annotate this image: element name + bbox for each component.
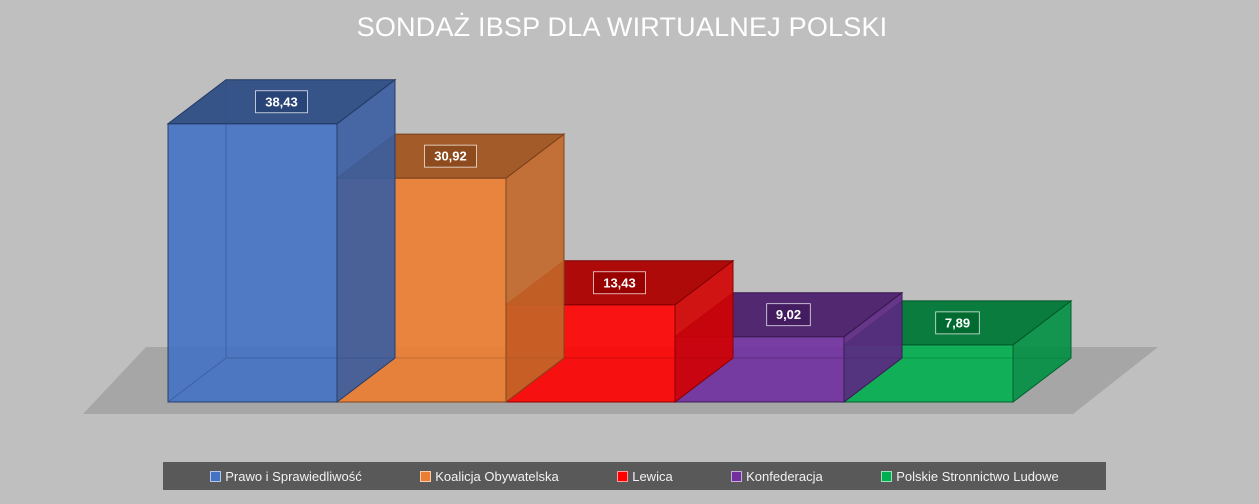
data-label-1: 38,43 (255, 90, 308, 114)
bar-floor-edge-1 (167, 357, 227, 403)
legend-label-5: Polskie Stronnictwo Ludowe (896, 468, 1059, 484)
data-label-text-1: 38,43 (265, 94, 298, 109)
legend-swatch-2 (420, 470, 432, 482)
legend-label-3: Lewica (632, 468, 673, 484)
legend-item-4: Konfederacja (731, 469, 823, 484)
data-label-box-4 (766, 303, 811, 327)
data-label-box-5 (935, 311, 980, 335)
legend-item-3: Lewica (617, 468, 673, 484)
legend-swatch-4 (731, 470, 743, 482)
data-label-5: 7,89 (935, 311, 980, 335)
chart-title: SONDAŻ IBSP DLA WIRTUALNEJ POLSKI (356, 12, 888, 42)
data-label-text-3: 13,43 (603, 275, 636, 290)
legend-item-2: Koalicja Obywatelska (420, 469, 559, 484)
legend-label-2: Koalicja Obywatelska (435, 468, 559, 484)
data-label-box-1 (255, 90, 308, 114)
data-label-2: 30,92 (424, 144, 477, 168)
bar-side-1 (336, 78, 396, 404)
data-label-box-3 (593, 271, 646, 295)
legend-swatch-1 (210, 470, 222, 482)
legend-label-4: Konfederacja (746, 468, 823, 484)
data-label-4: 9,02 (766, 303, 811, 327)
legend-swatch-5 (881, 470, 893, 482)
legend-item-1: Prawo i Sprawiedliwość (210, 469, 362, 484)
bar-side-2 (505, 133, 565, 404)
data-label-box-2 (424, 144, 477, 168)
data-label-3: 13,43 (593, 271, 646, 295)
bar-front-1 (167, 123, 338, 403)
legend-label-1: Prawo i Sprawiedliwość (225, 468, 362, 484)
legend-item-5: Polskie Stronnictwo Ludowe (881, 469, 1059, 484)
data-label-text-4: 9,02 (776, 307, 801, 322)
data-label-text-2: 30,92 (434, 149, 467, 164)
data-label-text-5: 7,89 (945, 315, 970, 330)
legend: Prawo i Sprawiedliwość Koalicja Obywatels… (163, 462, 1106, 490)
bar-1: 38,43 (166, 78, 397, 404)
legend-swatch-3 (617, 470, 629, 482)
